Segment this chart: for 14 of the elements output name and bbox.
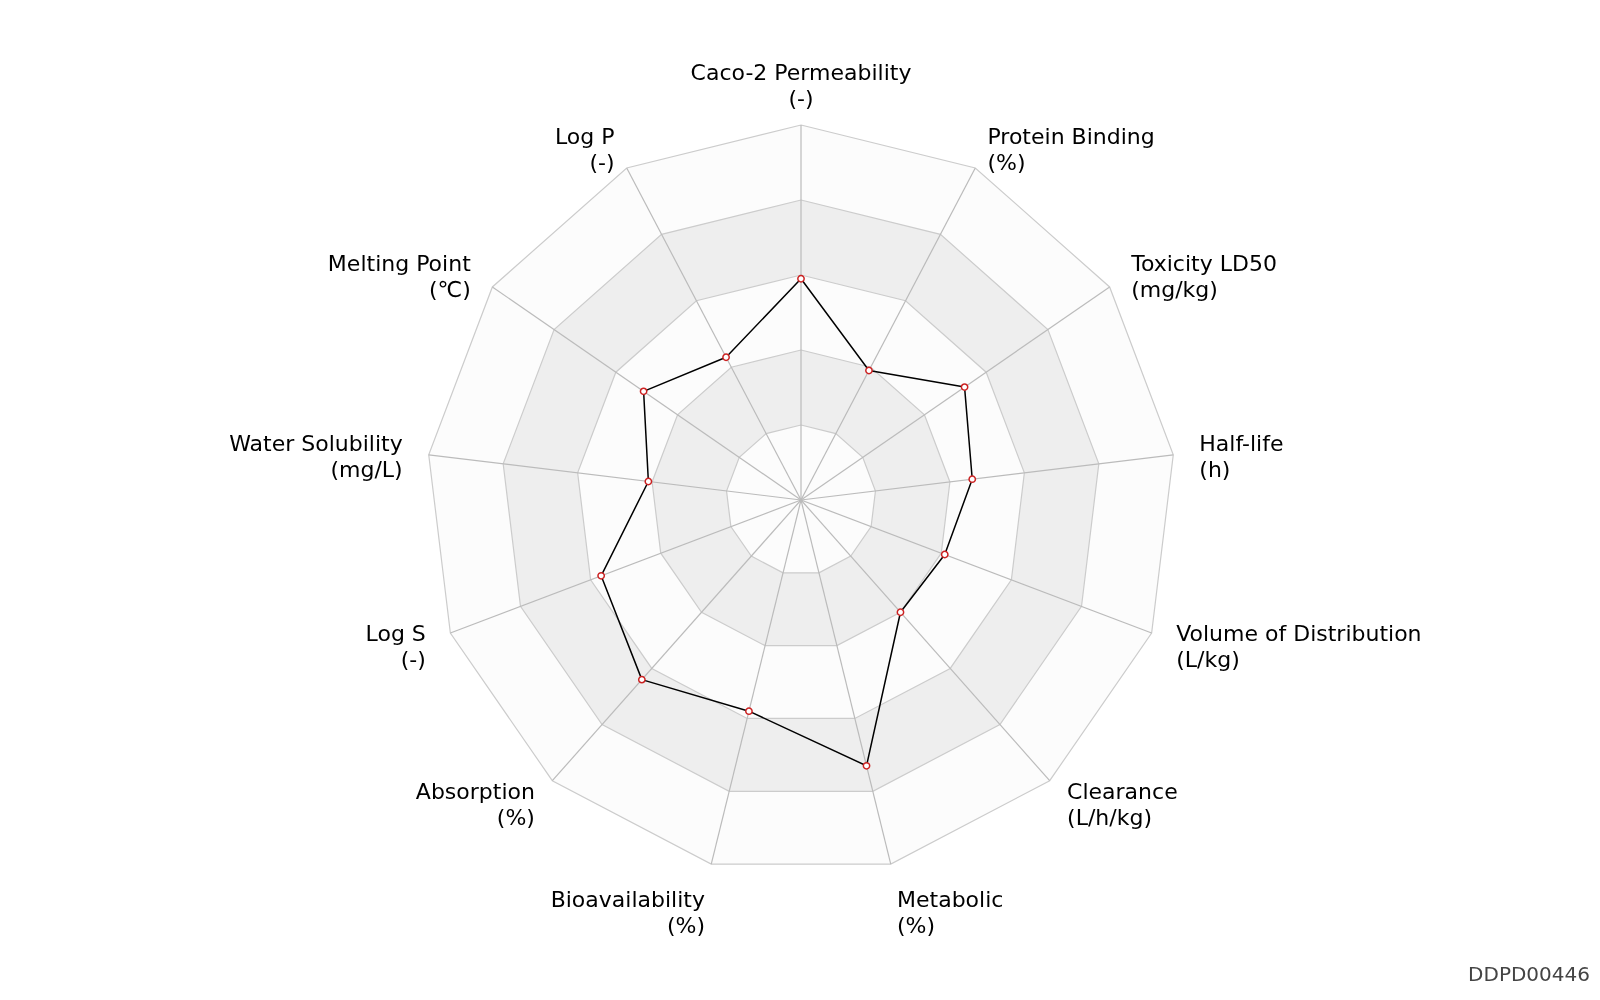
- spoke-label: Log P (-): [554, 123, 615, 175]
- spoke-label: Log S (-): [365, 621, 426, 673]
- spoke-label: Metabolic (%): [897, 886, 1004, 938]
- spoke-label: Volume of Distribution (L/kg): [1176, 621, 1422, 673]
- spoke-label: Protein Binding (%): [987, 123, 1155, 175]
- spoke-label: Half-life (h): [1199, 430, 1284, 482]
- text: DDPD00446: [1468, 962, 1590, 986]
- spoke-label: Absorption (%): [415, 779, 535, 831]
- spoke-label: Caco-2 Permeability (-): [690, 59, 912, 111]
- spoke-label: Bioavailability (%): [550, 886, 705, 938]
- spoke-label: Water Solubility (mg/L): [229, 430, 403, 482]
- spoke-label: Melting Point (℃): [327, 251, 472, 303]
- spoke-label: Clearance (L/h/kg): [1067, 779, 1178, 831]
- spoke-label: Toxicity LD50 (mg/kg): [1130, 251, 1277, 303]
